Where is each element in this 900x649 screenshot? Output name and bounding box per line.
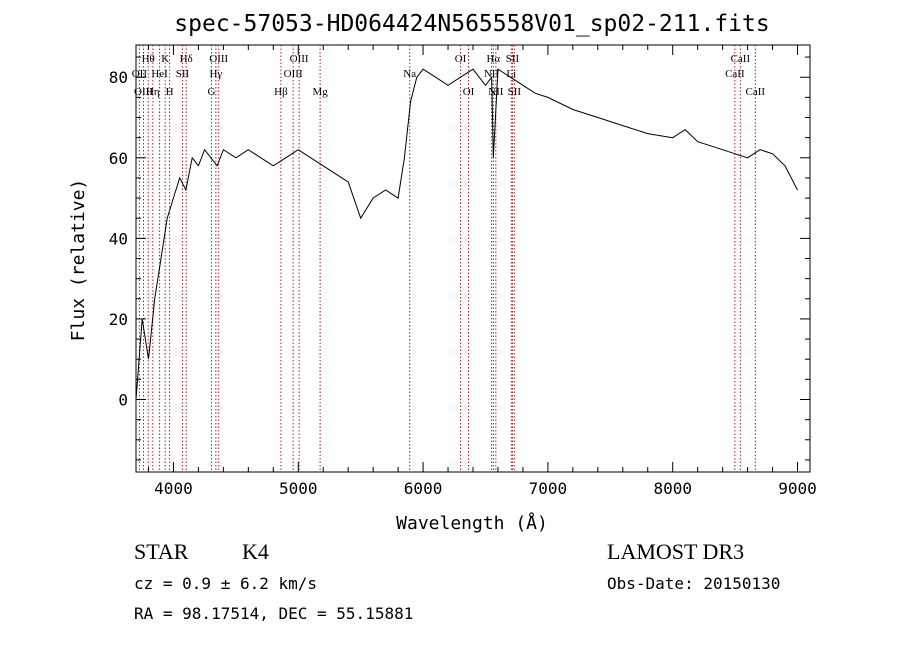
x-tick-label-1: 5000 <box>279 479 318 498</box>
x-tick-label-2: 6000 <box>404 479 443 498</box>
line-label-19: Hα <box>486 53 500 65</box>
x-tick-label-5: 9000 <box>778 479 817 498</box>
line-label-18: OI <box>463 86 475 98</box>
observation-date: Obs-Date: 20150130 <box>607 574 781 593</box>
line-label-3: K <box>161 53 169 65</box>
x-axis-ticks: 4000 5000 6000 7000 8000 9000 <box>147 45 817 498</box>
line-label-22: SII <box>506 53 520 65</box>
line-label-9: OIII <box>209 53 228 65</box>
x-tick-label-3: 7000 <box>529 479 568 498</box>
line-label-17: OI <box>455 53 467 65</box>
x-tick-label-4: 8000 <box>653 479 692 498</box>
line-label-23: Li <box>506 68 516 80</box>
line-label-27: CaII <box>746 86 766 98</box>
line-label-7: SII <box>176 68 190 80</box>
line-label-6: Hδ <box>180 53 193 65</box>
line-label-10: Hγ <box>209 68 222 80</box>
coordinates: RA = 98.17514, DEC = 55.15881 <box>134 604 414 623</box>
line-label-26: CaII <box>725 68 745 80</box>
line-label-11: G <box>208 86 216 98</box>
y-tick-label-4: 80 <box>109 68 128 87</box>
line-label-15: Mg <box>312 86 328 98</box>
line-label-4: HeI <box>151 68 168 80</box>
y-axis-label: Flux (relative) <box>68 179 89 342</box>
line-label-1: OII <box>132 68 148 80</box>
y-tick-label-3: 60 <box>109 149 128 168</box>
line-label-0: Hθ <box>142 53 155 65</box>
line-label-14: Hβ <box>274 86 288 98</box>
line-label-13: OIII <box>284 68 303 80</box>
x-axis-label: Wavelength (Å) <box>396 512 548 534</box>
y-tick-label-0: 0 <box>118 390 128 409</box>
object-subclass: K4 <box>242 539 269 564</box>
x-tick-label-0: 4000 <box>154 479 193 498</box>
redshift-value: cz = 0.9 ± 6.2 km/s <box>134 574 318 593</box>
y-axis-ticks: 0 20 40 60 80 <box>109 56 810 461</box>
chart-title: spec-57053-HD064424N565558V01_sp02-211.f… <box>174 11 769 37</box>
line-label-2: OIII <box>134 86 153 98</box>
line-label-5: Hη <box>146 86 160 98</box>
y-tick-label-1: 20 <box>109 310 128 329</box>
survey-name: LAMOST DR3 <box>607 539 745 564</box>
line-label-24: SII <box>508 86 522 98</box>
spectrum-line <box>135 68 798 400</box>
spectral-line-markers <box>138 45 756 472</box>
line-label-20: NII <box>484 68 500 80</box>
line-label-12: OIII <box>290 53 309 65</box>
y-tick-label-2: 40 <box>109 229 128 248</box>
spectrum-chart: spec-57053-HD064424N565558V01_sp02-211.f… <box>68 11 817 534</box>
object-class: STAR <box>134 539 189 564</box>
plot-frame <box>135 44 811 473</box>
line-label-8: H <box>166 86 174 98</box>
line-label-21: NII <box>488 86 504 98</box>
line-label-16: Na <box>403 68 416 80</box>
line-label-25: CaII <box>731 53 751 65</box>
